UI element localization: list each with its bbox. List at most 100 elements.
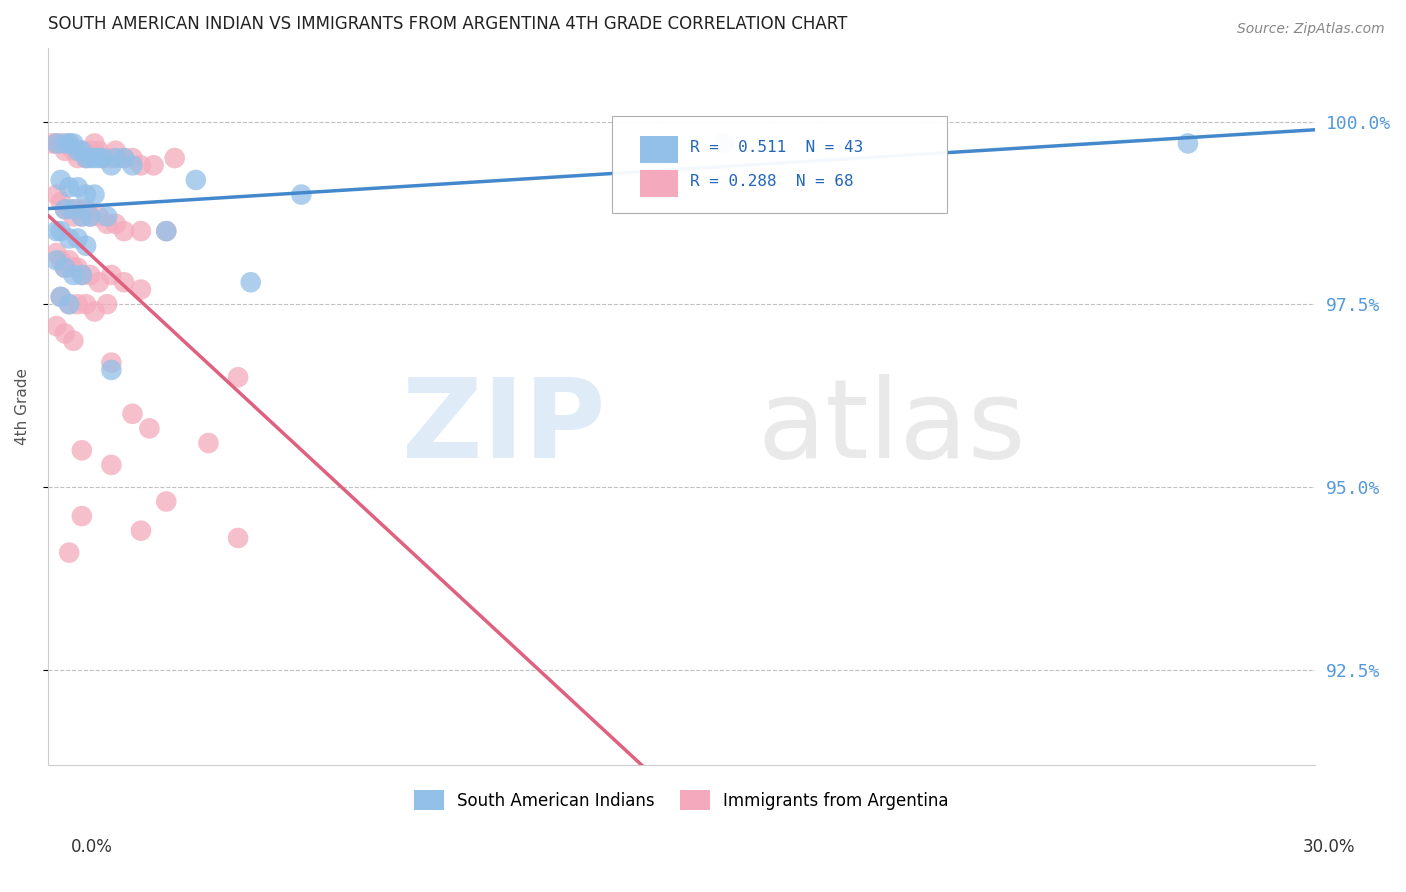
Text: atlas: atlas <box>758 375 1026 482</box>
Point <box>62 334 84 348</box>
Point <box>87 275 110 289</box>
Point <box>58 202 80 217</box>
Point <box>58 180 80 194</box>
Point <box>49 290 72 304</box>
Point <box>100 268 122 282</box>
Point <box>100 158 122 172</box>
Point <box>70 210 93 224</box>
Text: SOUTH AMERICAN INDIAN VS IMMIGRANTS FROM ARGENTINA 4TH GRADE CORRELATION CHART: SOUTH AMERICAN INDIAN VS IMMIGRANTS FROM… <box>48 15 848 33</box>
Point <box>83 187 105 202</box>
Point <box>75 151 97 165</box>
Point <box>53 326 76 341</box>
Point <box>87 144 110 158</box>
Point <box>197 436 219 450</box>
Point <box>155 494 177 508</box>
Point <box>66 144 89 158</box>
Point <box>45 187 67 202</box>
Point <box>66 297 89 311</box>
Point <box>121 407 143 421</box>
Point <box>66 151 89 165</box>
Point <box>62 202 84 217</box>
Point <box>45 136 67 151</box>
Point <box>104 144 127 158</box>
Point <box>53 202 76 217</box>
Point <box>79 210 101 224</box>
Point <box>53 260 76 275</box>
Point <box>70 509 93 524</box>
Point <box>1177 136 1199 151</box>
Point <box>45 253 67 268</box>
Point <box>104 217 127 231</box>
Point <box>70 268 93 282</box>
Point <box>62 210 84 224</box>
Point <box>138 421 160 435</box>
Point <box>62 268 84 282</box>
Point <box>75 238 97 252</box>
Point <box>62 260 84 275</box>
Point <box>226 531 249 545</box>
Bar <box>640 136 678 163</box>
Point <box>112 275 135 289</box>
Y-axis label: 4th Grade: 4th Grade <box>15 368 30 445</box>
Bar <box>640 170 678 197</box>
Point <box>45 224 67 238</box>
Point <box>155 224 177 238</box>
Point <box>70 268 93 282</box>
Point <box>112 151 135 165</box>
Point <box>66 202 89 217</box>
Point <box>45 319 67 334</box>
Point <box>75 187 97 202</box>
Text: R = 0.288  N = 68: R = 0.288 N = 68 <box>690 174 853 189</box>
Point <box>75 297 97 311</box>
Point <box>70 443 93 458</box>
Text: R =  0.511  N = 43: R = 0.511 N = 43 <box>690 140 863 154</box>
Point <box>129 224 152 238</box>
Point <box>58 546 80 560</box>
Point <box>49 290 72 304</box>
Point <box>79 144 101 158</box>
Point <box>87 210 110 224</box>
Point <box>58 297 80 311</box>
Point <box>49 194 72 209</box>
Point <box>96 297 118 311</box>
Point <box>58 253 80 268</box>
Point <box>70 210 93 224</box>
Point <box>226 370 249 384</box>
Point <box>53 136 76 151</box>
Point <box>100 458 122 472</box>
Point <box>112 151 135 165</box>
Point <box>83 151 105 165</box>
Point <box>83 304 105 318</box>
Text: 30.0%: 30.0% <box>1302 838 1355 856</box>
Point <box>129 158 152 172</box>
Point <box>45 136 67 151</box>
Text: ZIP: ZIP <box>402 375 606 482</box>
Point <box>129 283 152 297</box>
Point <box>713 136 735 151</box>
Point <box>142 158 165 172</box>
Point <box>96 217 118 231</box>
Point <box>58 297 80 311</box>
Point <box>70 144 93 158</box>
Point <box>53 144 76 158</box>
Text: Source: ZipAtlas.com: Source: ZipAtlas.com <box>1237 22 1385 37</box>
Point <box>91 151 114 165</box>
Point <box>53 202 76 217</box>
Point <box>79 151 101 165</box>
FancyBboxPatch shape <box>612 117 948 213</box>
Point <box>53 260 76 275</box>
Point <box>70 144 93 158</box>
Point <box>75 202 97 217</box>
Point <box>104 151 127 165</box>
Point <box>58 136 80 151</box>
Point <box>290 187 312 202</box>
Point <box>121 151 143 165</box>
Point <box>79 210 101 224</box>
Point <box>163 151 186 165</box>
Point <box>83 136 105 151</box>
Point <box>121 158 143 172</box>
Point <box>100 151 122 165</box>
Point <box>96 210 118 224</box>
Point <box>41 136 63 151</box>
Point <box>79 268 101 282</box>
